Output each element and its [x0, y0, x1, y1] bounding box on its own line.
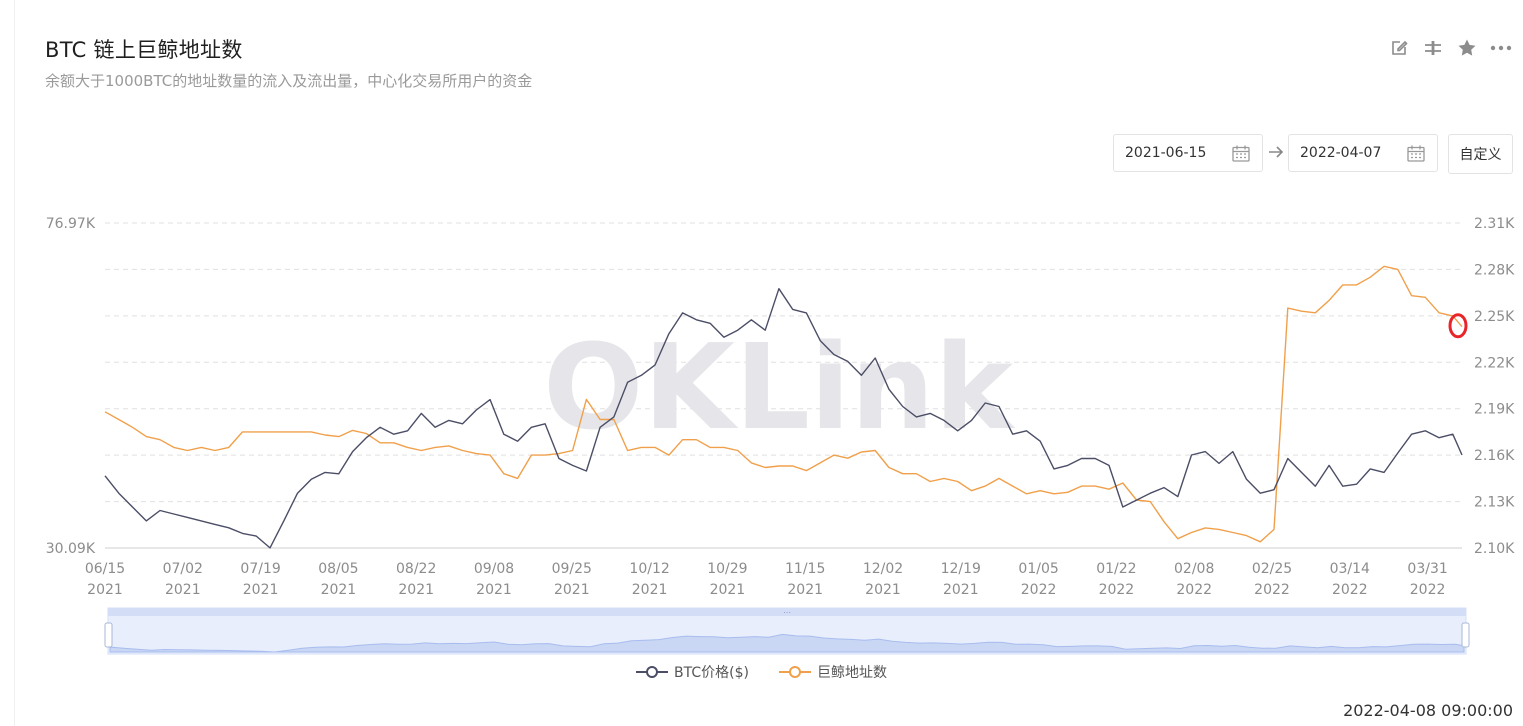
- right-axis-label: 2.31K: [1474, 216, 1515, 232]
- arrow-right-icon: [1269, 146, 1284, 158]
- x-tick-year: 2021: [243, 582, 279, 598]
- x-tick-date: 03/14: [1330, 561, 1370, 577]
- x-tick-date: 07/02: [163, 561, 203, 577]
- x-tick-year: 2021: [787, 582, 823, 598]
- x-tick-year: 2022: [1332, 582, 1368, 598]
- x-tick-date: 06/15: [85, 561, 125, 577]
- legend-item-whales[interactable]: 巨鲸地址数: [778, 662, 887, 682]
- x-tick-year: 2021: [710, 582, 746, 598]
- calendar-icon: [1405, 142, 1427, 164]
- compare-icon[interactable]: [1421, 36, 1445, 60]
- highlight-marker: [1448, 313, 1468, 339]
- x-tick-year: 2022: [1021, 582, 1057, 598]
- x-tick-year: 2021: [87, 582, 123, 598]
- left-axis-label: 76.97K: [46, 216, 96, 232]
- x-tick-year: 2021: [165, 582, 201, 598]
- x-tick-date: 12/02: [863, 561, 903, 577]
- x-tick-year: 2021: [476, 582, 512, 598]
- custom-range-button[interactable]: 自定义: [1448, 134, 1513, 174]
- right-axis-label: 2.19K: [1474, 402, 1515, 418]
- right-axis-label: 2.16K: [1474, 448, 1515, 464]
- page-subtitle: 余额大于1000BTC的地址数量的流入及流出量，中心化交易所用户的资金: [45, 72, 533, 90]
- x-tick-year: 2021: [321, 582, 357, 598]
- series-line-whales: [104, 265, 1463, 543]
- zoom-preview: [109, 633, 1465, 653]
- x-tick-date: 10/29: [707, 561, 747, 577]
- right-axis-label: 2.13K: [1474, 495, 1515, 511]
- x-tick-date: 08/05: [318, 561, 358, 577]
- zoom-slider[interactable]: ⋯: [104, 607, 1470, 655]
- x-tick-date: 08/22: [396, 561, 436, 577]
- series-line-price: [104, 288, 1463, 549]
- right-axis-label: 2.25K: [1474, 309, 1515, 325]
- chart-area: OKLink 76.97K 30.09K 2.31K 2.28K 2.25K 2.22K…: [46, 216, 1515, 655]
- x-tick-date: 07/19: [240, 561, 280, 577]
- legend-label-whales: 巨鲸地址数: [816, 665, 887, 681]
- star-icon[interactable]: [1455, 36, 1479, 60]
- update-timestamp: 2022-04-08 09:00:00: [1343, 701, 1513, 720]
- x-tick-date: 09/25: [552, 561, 592, 577]
- calendar-icon: [1230, 142, 1252, 164]
- zoom-handle-right: [1461, 622, 1470, 648]
- start-date-value: 2021-06-15: [1125, 145, 1207, 161]
- start-date-picker[interactable]: 2021-06-15: [1113, 134, 1263, 172]
- x-tick-date: 02/25: [1252, 561, 1292, 577]
- x-tick-year: 2022: [1099, 582, 1135, 598]
- x-tick-date: 10/12: [629, 561, 669, 577]
- chart-toolbar: [1387, 36, 1513, 60]
- right-axis-label: 2.28K: [1474, 262, 1515, 278]
- left-axis-label: 30.09K: [46, 541, 96, 557]
- legend-marker-whales: [778, 666, 811, 678]
- left-axis: 76.97K 30.09K: [46, 216, 96, 557]
- x-tick-date: 01/22: [1096, 561, 1136, 577]
- page-title: BTC 链上巨鲸地址数: [45, 38, 243, 62]
- x-tick-date: 12/19: [941, 561, 981, 577]
- x-tick-date: 03/31: [1407, 561, 1447, 577]
- legend-marker-price: [636, 666, 669, 678]
- x-tick-date: 11/15: [785, 561, 825, 577]
- x-tick-year: 2021: [943, 582, 979, 598]
- panel-left-border: [14, 0, 15, 726]
- zoom-top-bar: [108, 608, 1466, 616]
- end-date-value: 2022-04-07: [1300, 145, 1382, 161]
- right-axis: 2.31K 2.28K 2.25K 2.22K 2.19K 2.16K 2.13K 2.10K: [1474, 216, 1515, 557]
- right-axis-label: 2.22K: [1474, 355, 1515, 371]
- watermark: OKLink: [543, 318, 1015, 456]
- edit-icon[interactable]: [1387, 36, 1411, 60]
- x-axis: 06/15 2021 07/02 2021 07/19 2021 08/05 2021 08/2…: [85, 547, 1462, 598]
- right-axis-label: 2.10K: [1474, 541, 1515, 557]
- x-tick-date: 01/05: [1018, 561, 1058, 577]
- x-tick-year: 2022: [1254, 582, 1290, 598]
- series-lines: [104, 265, 1468, 549]
- x-tick-year: 2021: [865, 582, 901, 598]
- zoom-grip: ⋯: [783, 608, 791, 617]
- more-icon[interactable]: [1489, 36, 1513, 60]
- x-tick-year: 2022: [1176, 582, 1212, 598]
- x-tick-year: 2021: [398, 582, 434, 598]
- x-tick-date: 09/08: [474, 561, 514, 577]
- legend-label-price: BTC价格($): [674, 665, 749, 681]
- legend-item-price[interactable]: BTC价格($): [636, 662, 749, 682]
- legend: BTC价格($) 巨鲸地址数: [0, 662, 1523, 682]
- x-tick-year: 2022: [1410, 582, 1446, 598]
- x-tick-date: 02/08: [1174, 561, 1214, 577]
- x-tick-year: 2021: [554, 582, 590, 598]
- x-tick-year: 2021: [632, 582, 668, 598]
- zoom-handle-left: [104, 622, 113, 648]
- end-date-picker[interactable]: 2022-04-07: [1288, 134, 1438, 172]
